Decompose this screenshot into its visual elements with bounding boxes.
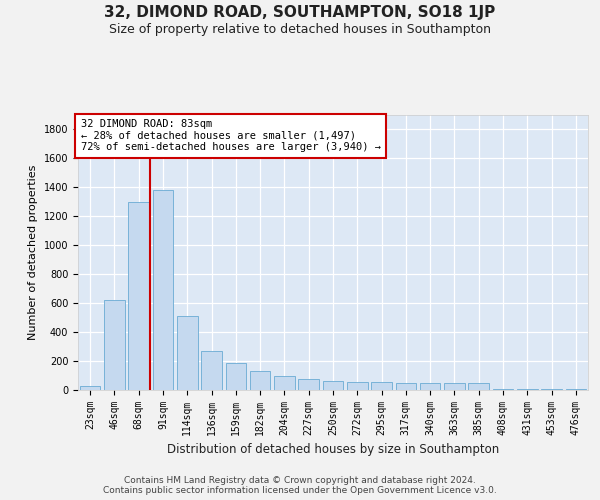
Bar (420, 384, 440, 390)
Bar (201, 351, 222, 390)
Bar (152, 190, 173, 390)
Text: 32, DIMOND ROAD, SOUTHAMPTON, SO18 1JP: 32, DIMOND ROAD, SOUTHAMPTON, SO18 1JP (104, 5, 496, 20)
Bar (226, 362, 246, 390)
Bar (80, 386, 100, 390)
Bar (469, 384, 489, 390)
Bar (347, 382, 368, 390)
Y-axis label: Number of detached properties: Number of detached properties (28, 165, 38, 340)
Text: 32 DIMOND ROAD: 83sqm
← 28% of detached houses are smaller (1,497)
72% of semi-d: 32 DIMOND ROAD: 83sqm ← 28% of detached … (80, 119, 380, 152)
Bar (517, 388, 538, 390)
Bar (128, 202, 149, 390)
Bar (541, 388, 562, 390)
Text: Size of property relative to detached houses in Southampton: Size of property relative to detached ho… (109, 22, 491, 36)
Text: Distribution of detached houses by size in Southampton: Distribution of detached houses by size … (167, 442, 499, 456)
Bar (493, 388, 514, 390)
Bar (274, 376, 295, 390)
Bar (323, 382, 343, 390)
Bar (371, 382, 392, 390)
Bar (395, 384, 416, 390)
Bar (104, 300, 125, 390)
Bar (444, 384, 465, 390)
Text: Contains HM Land Registry data © Crown copyright and database right 2024.
Contai: Contains HM Land Registry data © Crown c… (103, 476, 497, 495)
Bar (177, 316, 197, 390)
Bar (250, 371, 271, 390)
Bar (566, 388, 586, 390)
Bar (298, 379, 319, 390)
